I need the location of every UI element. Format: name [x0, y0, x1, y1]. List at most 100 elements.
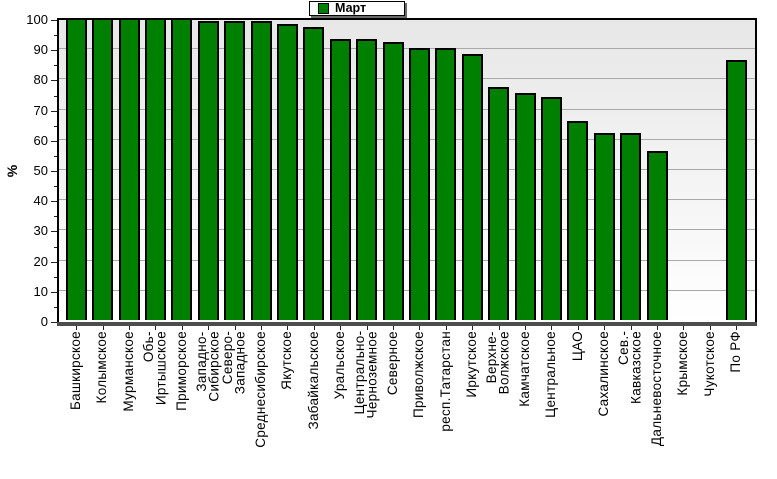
y-minor-tick-85 [54, 65, 57, 67]
plot-area [57, 18, 757, 322]
y-tick-40 [51, 201, 57, 203]
y-tick-label-70: 70 [33, 102, 48, 118]
x-tick-4 [155, 326, 157, 330]
x-tick-7 [234, 326, 236, 330]
x-tick-11 [340, 326, 342, 330]
bar-16 [461, 54, 483, 320]
y-minor-tick-25 [54, 246, 57, 248]
y-minor-tick-35 [54, 216, 57, 218]
y-tick-label-40: 40 [33, 193, 48, 209]
bar-14 [408, 48, 430, 320]
x-tick-20 [577, 326, 579, 330]
x-tick-25 [709, 326, 711, 330]
x-axis-baseline [57, 322, 757, 326]
x-label-text: Чукотское [701, 331, 717, 397]
bar-2 [92, 18, 114, 320]
x-label-text: Приморское [173, 331, 189, 411]
y-tick-80 [51, 80, 57, 82]
x-tick-3 [129, 326, 130, 330]
x-label-text: Дальневосточное [648, 331, 664, 447]
x-tick-23 [657, 326, 658, 330]
y-tick-50 [51, 171, 57, 172]
x-tick-10 [313, 326, 315, 330]
bar-6 [197, 21, 219, 320]
x-label-text: Северное [384, 331, 400, 396]
y-tick-label-80: 80 [33, 72, 48, 88]
bar-8 [250, 21, 272, 320]
gridline-80 [59, 78, 755, 80]
x-label-text: Приволжское [411, 331, 427, 419]
x-label-text: Иркутское [463, 331, 479, 398]
x-label-text: Якутское [279, 331, 295, 390]
x-label-text: Уральское [331, 331, 347, 400]
bar-18 [514, 93, 536, 320]
y-tick-20 [51, 261, 57, 263]
y-minor-tick-15 [54, 276, 57, 278]
y-minor-tick-55 [54, 155, 57, 157]
x-tick-1 [76, 326, 78, 330]
x-label-text: Сев.- Кавказское [616, 331, 644, 404]
x-label-text: Северо- Западное [220, 331, 248, 395]
x-label-text: Центрально- Черноземное [352, 331, 380, 419]
y-tick-30 [51, 231, 57, 233]
bar-10 [303, 27, 325, 320]
x-tick-15 [445, 326, 447, 330]
y-tick-label-60: 60 [33, 132, 48, 148]
x-tick-6 [208, 326, 210, 330]
y-minor-tick-65 [54, 125, 57, 127]
x-tick-26 [736, 326, 738, 330]
bar-23 [646, 151, 668, 320]
y-tick-label-10: 10 [33, 283, 48, 299]
y-minor-tick-45 [54, 186, 57, 188]
bar-4 [144, 18, 166, 320]
x-label-text: Верхне- Волжское [484, 331, 512, 395]
x-tick-21 [604, 326, 606, 330]
gridline-20 [59, 259, 755, 261]
bar-15 [435, 48, 457, 320]
x-tick-2 [102, 326, 104, 330]
bar-17 [488, 87, 510, 320]
y-tick-70 [51, 110, 57, 112]
y-minor-tick-75 [54, 95, 57, 97]
bar-11 [329, 39, 351, 320]
x-label-text: Башкирское [67, 331, 83, 410]
x-label-text: респ.Татарстан [437, 331, 453, 432]
x-label-text: Центральное [543, 331, 559, 418]
x-label-text: Мурманское [120, 331, 136, 412]
x-tick-14 [419, 326, 421, 330]
x-tick-9 [287, 326, 289, 330]
x-tick-12 [366, 326, 368, 330]
bar-1 [65, 18, 87, 320]
bar-19 [540, 97, 562, 320]
legend-swatch-icon [318, 3, 329, 14]
x-label-text: Среднесибирское [252, 331, 268, 448]
gridline-10 [59, 289, 755, 291]
gridline-50 [59, 169, 755, 170]
x-tick-19 [551, 326, 553, 330]
x-label-text: Сахалинское [595, 331, 611, 417]
y-minor-tick-95 [54, 35, 57, 37]
y-tick-label-20: 20 [33, 253, 48, 269]
y-tick-100 [51, 20, 57, 21]
x-tick-18 [525, 326, 526, 330]
x-tick-5 [181, 326, 183, 330]
y-tick-label-90: 90 [33, 42, 48, 58]
bar-12 [356, 39, 378, 320]
x-tick-22 [630, 326, 632, 330]
bar-21 [593, 133, 615, 320]
x-label-text: Колымское [94, 331, 110, 404]
y-tick-90 [51, 50, 57, 52]
bar-13 [382, 42, 404, 320]
y-tick-0 [51, 322, 57, 323]
x-tick-17 [498, 326, 500, 330]
x-label-text: Западно- Сибирское [193, 331, 222, 402]
bar-26 [725, 60, 747, 320]
x-tick-24 [683, 326, 685, 330]
x-label-26: По РФ [720, 331, 752, 479]
x-label-text: Обь- Иртышское [140, 331, 169, 406]
y-tick-60 [51, 140, 57, 142]
gridline-90 [59, 48, 755, 50]
legend-series-label: Март [335, 1, 367, 15]
y-tick-label-100: 100 [26, 12, 48, 27]
